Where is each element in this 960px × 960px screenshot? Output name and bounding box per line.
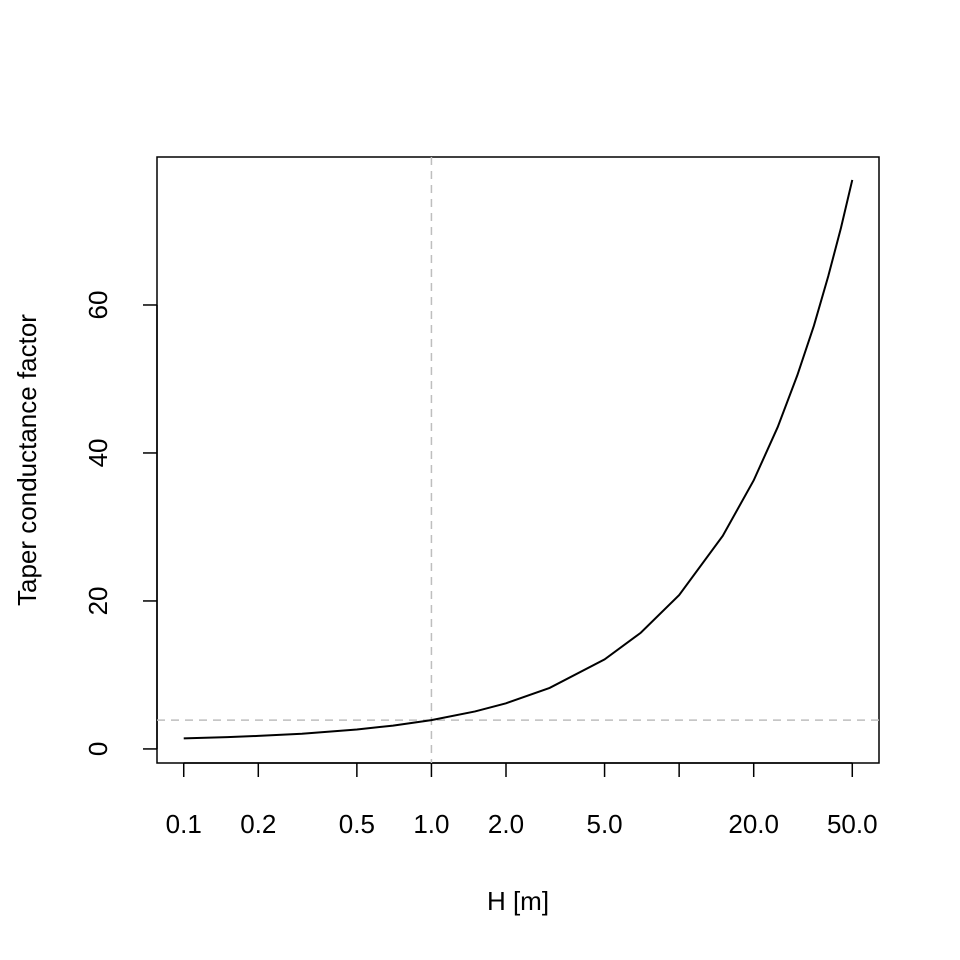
x-tick-label: 2.0	[488, 809, 524, 839]
x-tick-label: 5.0	[586, 809, 622, 839]
y-tick-label: 60	[83, 291, 113, 320]
y-tick-label: 0	[83, 742, 113, 756]
y-axis-label: Taper conductance factor	[12, 314, 42, 606]
y-tick-label: 40	[83, 439, 113, 468]
x-tick-label: 0.1	[166, 809, 202, 839]
y-tick-label: 20	[83, 586, 113, 615]
data-line	[183, 179, 854, 740]
x-tick-label: 0.5	[339, 809, 375, 839]
x-tick-label: 50.0	[827, 809, 878, 839]
x-tick-label: 1.0	[413, 809, 449, 839]
x-tick-label: 20.0	[728, 809, 779, 839]
x-tick-label: 0.2	[240, 809, 276, 839]
x-axis-label: H [m]	[487, 886, 549, 916]
plot-frame	[156, 156, 880, 764]
